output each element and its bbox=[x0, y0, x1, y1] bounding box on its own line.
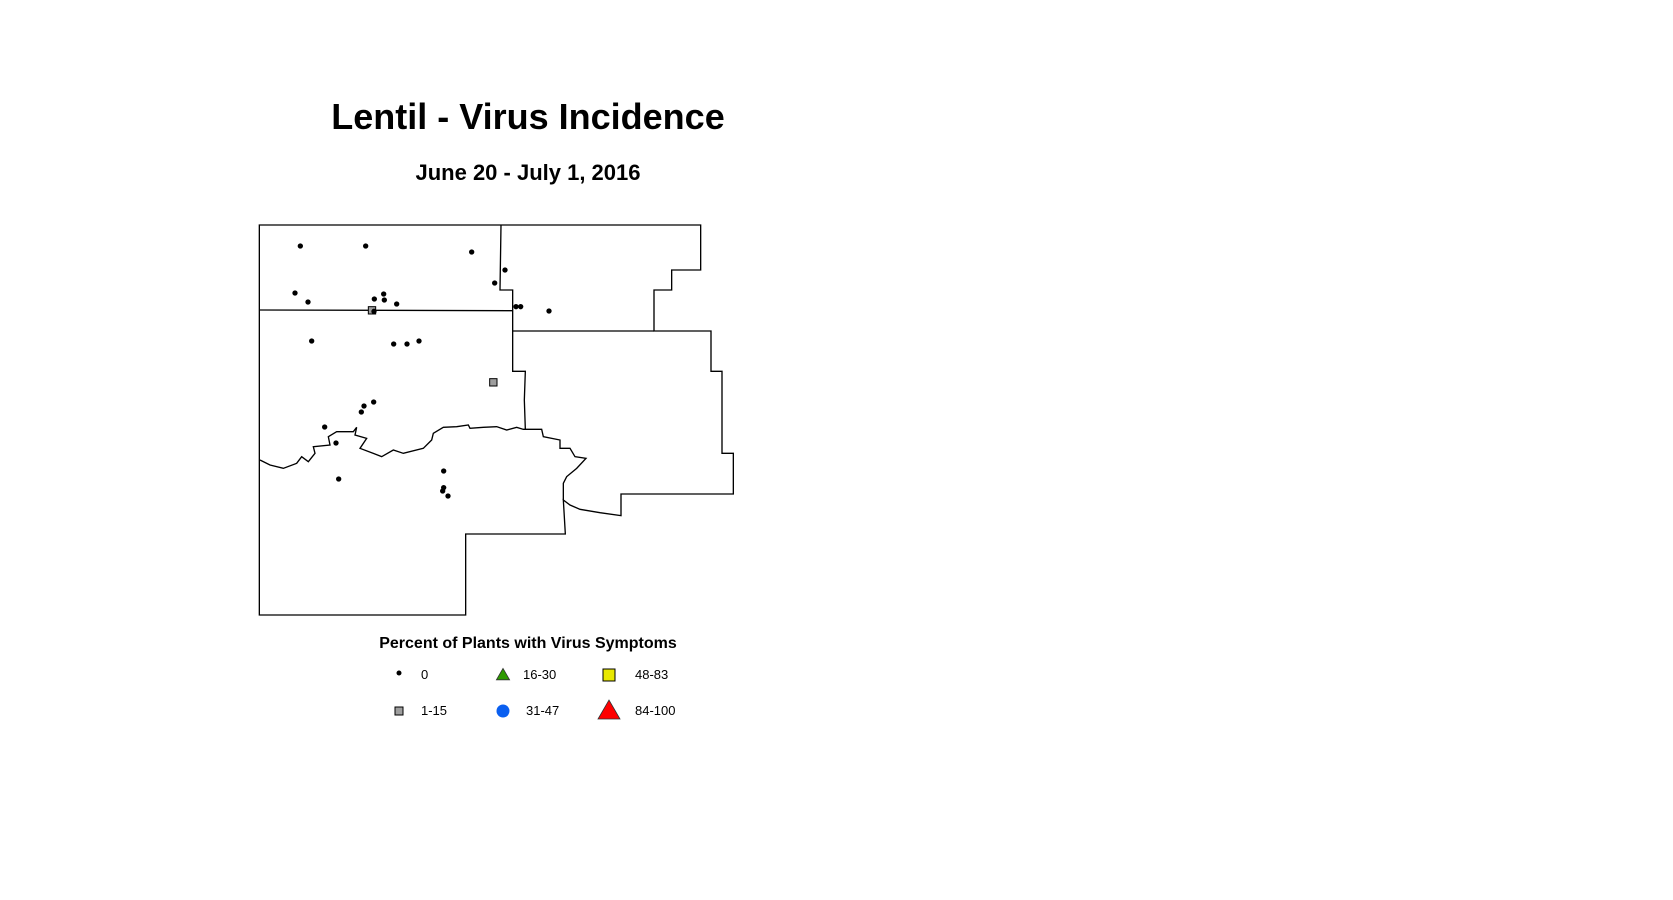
site-marker-0 bbox=[371, 296, 377, 302]
site-marker-1-15 bbox=[489, 378, 498, 387]
legend-square-icon bbox=[602, 668, 616, 682]
site-marker-0 bbox=[502, 267, 508, 273]
site-marker-0 bbox=[305, 299, 311, 305]
boundary-line bbox=[499, 224, 527, 430]
boundary-line bbox=[259, 309, 513, 312]
legend-triangle-icon bbox=[495, 667, 511, 681]
site-marker-0 bbox=[513, 304, 519, 310]
legend-circle-icon bbox=[496, 704, 510, 718]
site-marker-0 bbox=[336, 476, 342, 482]
region-map bbox=[258, 224, 734, 616]
legend-label: 16-30 bbox=[523, 667, 557, 682]
site-marker-0 bbox=[381, 297, 387, 303]
site-marker-0 bbox=[416, 338, 422, 344]
site-marker-0 bbox=[361, 403, 367, 409]
site-marker-0 bbox=[371, 399, 377, 405]
site-marker-0 bbox=[371, 308, 377, 314]
site-marker-0 bbox=[381, 291, 387, 297]
legend-title: Percent of Plants with Virus Symptoms bbox=[379, 635, 677, 652]
site-marker-0 bbox=[394, 301, 400, 307]
region-outline bbox=[258, 224, 734, 616]
site-marker-0 bbox=[441, 468, 447, 474]
legend-label: 84-100 bbox=[635, 703, 676, 718]
legend-triangle-icon bbox=[597, 699, 621, 720]
site-marker-0 bbox=[492, 280, 498, 286]
site-marker-0 bbox=[445, 493, 451, 499]
site-marker-0 bbox=[546, 308, 552, 314]
site-marker-0 bbox=[391, 341, 397, 347]
site-marker-0 bbox=[333, 440, 339, 446]
map-subtitle: June 20 - July 1, 2016 bbox=[415, 160, 641, 185]
site-marker-0 bbox=[518, 304, 524, 310]
river-line bbox=[259, 424, 588, 500]
site-marker-0 bbox=[309, 338, 315, 344]
legend-small-dot-icon bbox=[396, 670, 402, 676]
site-marker-0 bbox=[363, 243, 369, 249]
legend-label: 0 bbox=[421, 667, 429, 682]
site-marker-0 bbox=[469, 249, 475, 255]
site-marker-0 bbox=[358, 409, 364, 415]
site-marker-0 bbox=[322, 424, 328, 430]
legend-square-icon bbox=[394, 706, 404, 716]
site-marker-0 bbox=[297, 243, 303, 249]
legend-label: 48-83 bbox=[635, 667, 669, 682]
legend-label: 1-15 bbox=[421, 703, 448, 718]
site-marker-0 bbox=[440, 488, 446, 494]
map-title: Lentil - Virus Incidence bbox=[331, 96, 725, 137]
legend-label: 31-47 bbox=[526, 703, 560, 718]
site-marker-0 bbox=[292, 290, 298, 296]
site-marker-0 bbox=[404, 341, 410, 347]
